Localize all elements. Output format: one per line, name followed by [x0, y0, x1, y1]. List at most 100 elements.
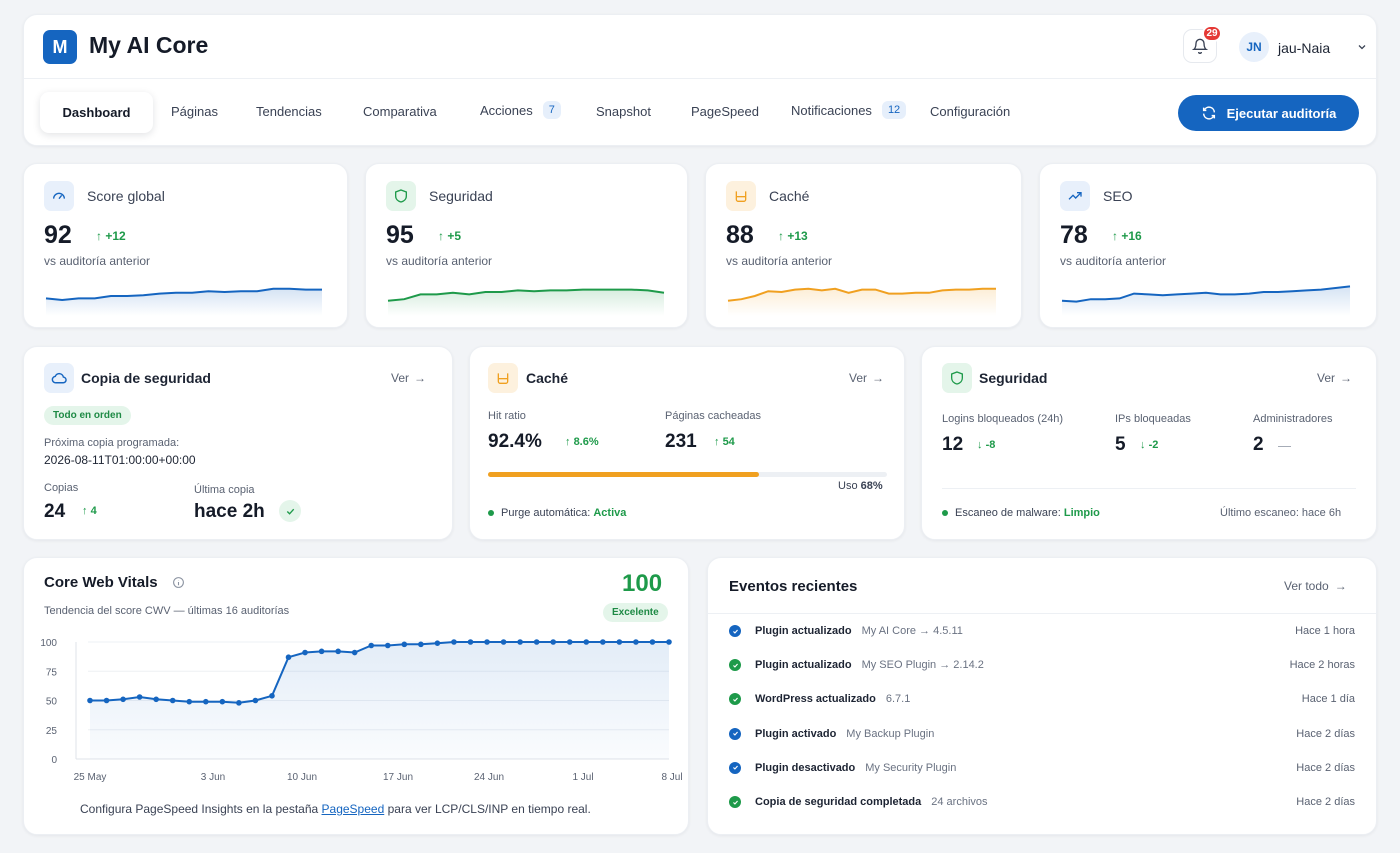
event-detail: 6.7.1 [885, 693, 911, 706]
sparkline [727, 287, 996, 316]
series-area [90, 642, 669, 759]
data-point [384, 642, 391, 649]
security-view-link[interactable]: Ver → [1317, 371, 1353, 385]
chevron-down-icon[interactable] [1356, 41, 1368, 53]
bell-icon [1192, 38, 1208, 54]
event-detail: My Security Plugin [865, 761, 957, 774]
purge-status: Purge automática: Activa [488, 507, 626, 519]
sparkline [387, 288, 665, 316]
cwv-chart: 0 25 50 75 100 25 May 3 Jun 10 Jun 17 Jun 24 Jun 1… [40, 638, 682, 783]
event-row[interactable]: Plugin activado My Backup Plugin Hace 2 dí… [729, 724, 1355, 744]
kpi-card-security[interactable]: Seguridad 95 ↑ +5 vs auditoría anterior [365, 163, 688, 328]
run-audit-button[interactable]: Ejecutar auditoría [1178, 95, 1359, 131]
logins-blocked-value: 12 [942, 434, 964, 455]
data-point [136, 694, 143, 700]
last-backup-label: Última copia [194, 484, 255, 496]
last-scan: Último escaneo: hace 6h [1220, 507, 1342, 519]
tab-acciones[interactable]: Acciones 7 [480, 101, 561, 119]
backup-view-link[interactable]: Ver → [391, 371, 427, 385]
event-action: Copia de seguridad completada [755, 796, 922, 808]
user-name[interactable]: jau-Naia [1278, 40, 1331, 56]
kpi-card-cache[interactable]: Caché 88 ↑ +13 vs auditoría anterior [705, 163, 1022, 328]
hit-ratio-delta: ↑ 8.6% [565, 436, 599, 448]
tab-comparativa[interactable]: Comparativa [363, 104, 437, 119]
tab-configuracion[interactable]: Configuración [930, 104, 1011, 119]
check-icon [729, 796, 741, 808]
data-point [649, 639, 656, 645]
data-point [583, 639, 590, 645]
status-badge: Todo en orden [44, 406, 131, 425]
event-row[interactable]: Copia de seguridad completada 24 archivos… [729, 792, 1355, 812]
data-point [351, 649, 358, 656]
copies-delta: ↑ 4 [82, 505, 97, 517]
cwv-title: Core Web Vitals [44, 574, 185, 591]
backup-card: Copia de seguridad Ver → Todo en orden Pr… [23, 346, 453, 540]
app-title: My AI Core [89, 32, 209, 58]
data-point [186, 698, 193, 705]
usage-label: Uso 68% [838, 480, 883, 492]
check-icon [729, 727, 741, 740]
check-icon [729, 625, 741, 637]
tab-pagespeed[interactable]: PageSpeed [691, 104, 759, 119]
event-row[interactable]: Plugin desactivado My Security Plugin Hace… [729, 758, 1355, 778]
notifications-button[interactable] [1183, 29, 1217, 63]
app-logo: M [43, 30, 77, 64]
tab-dashboard[interactable]: Dashboard [40, 92, 153, 133]
cache-icon [488, 363, 518, 393]
x-tick-label: 24 Jun [474, 772, 504, 783]
kpi-title: SEO [1103, 188, 1133, 204]
event-row[interactable]: Plugin actualizado My SEO Plugin → 2.14.2… [729, 655, 1355, 675]
event-time: Hace 2 horas [1289, 659, 1355, 672]
malware-scan-status: Escaneo de malware: Limpio [942, 507, 1100, 519]
kpi-card-seo[interactable]: SEO 78 ↑ +16 vs auditoría anterior [1039, 163, 1377, 328]
cwv-footer: Configura PageSpeed Insights en la pesta… [80, 802, 591, 816]
cwv-badge: Excelente [603, 603, 668, 622]
tab-notificaciones[interactable]: Notificaciones 12 [791, 101, 907, 119]
run-audit-label: Ejecutar auditoría [1226, 105, 1337, 121]
check-icon [279, 500, 301, 522]
check-icon [729, 693, 741, 706]
tab-label: Notificaciones [791, 102, 872, 118]
notifications-badge: 29 [1202, 25, 1222, 42]
kpi-value: 88 [726, 221, 754, 249]
event-row[interactable]: Plugin actualizado My AI Core → 4.5.11 Hac… [729, 621, 1355, 641]
event-row[interactable]: WordPress actualizado 6.7.1 Hace 1 día [729, 689, 1355, 709]
y-tick-label: 25 [46, 726, 58, 737]
data-point [434, 640, 441, 646]
admins-value: 2 [1253, 434, 1264, 455]
sparkline-line [1061, 285, 1351, 303]
event-detail: My AI Core → 4.5.11 [861, 625, 963, 637]
top-header: M My AI Core 29 JN jau-Naia [23, 14, 1377, 146]
next-backup-value: 2026-08-11T01:00:00+00:00 [44, 453, 196, 467]
pagespeed-link[interactable]: PageSpeed [321, 802, 385, 816]
event-time: Hace 2 días [1296, 761, 1355, 774]
arrow-right-icon: → [872, 371, 885, 385]
cache-card: Caché Ver → Hit ratio 92.4% ↑ 8.6% Página… [469, 346, 905, 540]
tab-tendencias[interactable]: Tendencias [256, 104, 322, 119]
x-tick-label: 8 Jul [661, 772, 682, 783]
data-point [550, 639, 556, 645]
avatar[interactable]: JN [1239, 32, 1269, 62]
check-icon [729, 659, 741, 672]
data-point [87, 697, 93, 704]
data-point [500, 639, 507, 645]
kpi-card-score[interactable]: Score global 92 ↑ +12 vs auditoría anter… [23, 163, 348, 328]
security-card: Seguridad Ver → Logins bloqueados (24h) 1… [921, 346, 1377, 540]
tab-count-badge: 7 [542, 101, 561, 119]
info-icon[interactable] [172, 576, 185, 589]
cloud-icon [44, 363, 74, 393]
cache-view-link[interactable]: Ver → [849, 371, 885, 385]
data-point [236, 700, 242, 706]
tab-paginas[interactable]: Páginas [171, 104, 218, 119]
tab-count-badge: 12 [881, 101, 907, 119]
event-time: Hace 2 días [1296, 727, 1355, 740]
data-point [533, 639, 540, 645]
view-all-link[interactable]: Ver todo → [1284, 579, 1347, 593]
kpi-title: Score global [87, 188, 165, 204]
y-tick-label: 0 [51, 755, 57, 766]
sparkline [45, 287, 322, 316]
x-tick-label: 25 May [74, 772, 107, 783]
ips-blocked-value: 5 [1115, 434, 1126, 455]
event-detail: My SEO Plugin → 2.14.2 [861, 659, 984, 672]
tab-snapshot[interactable]: Snapshot [596, 104, 651, 119]
